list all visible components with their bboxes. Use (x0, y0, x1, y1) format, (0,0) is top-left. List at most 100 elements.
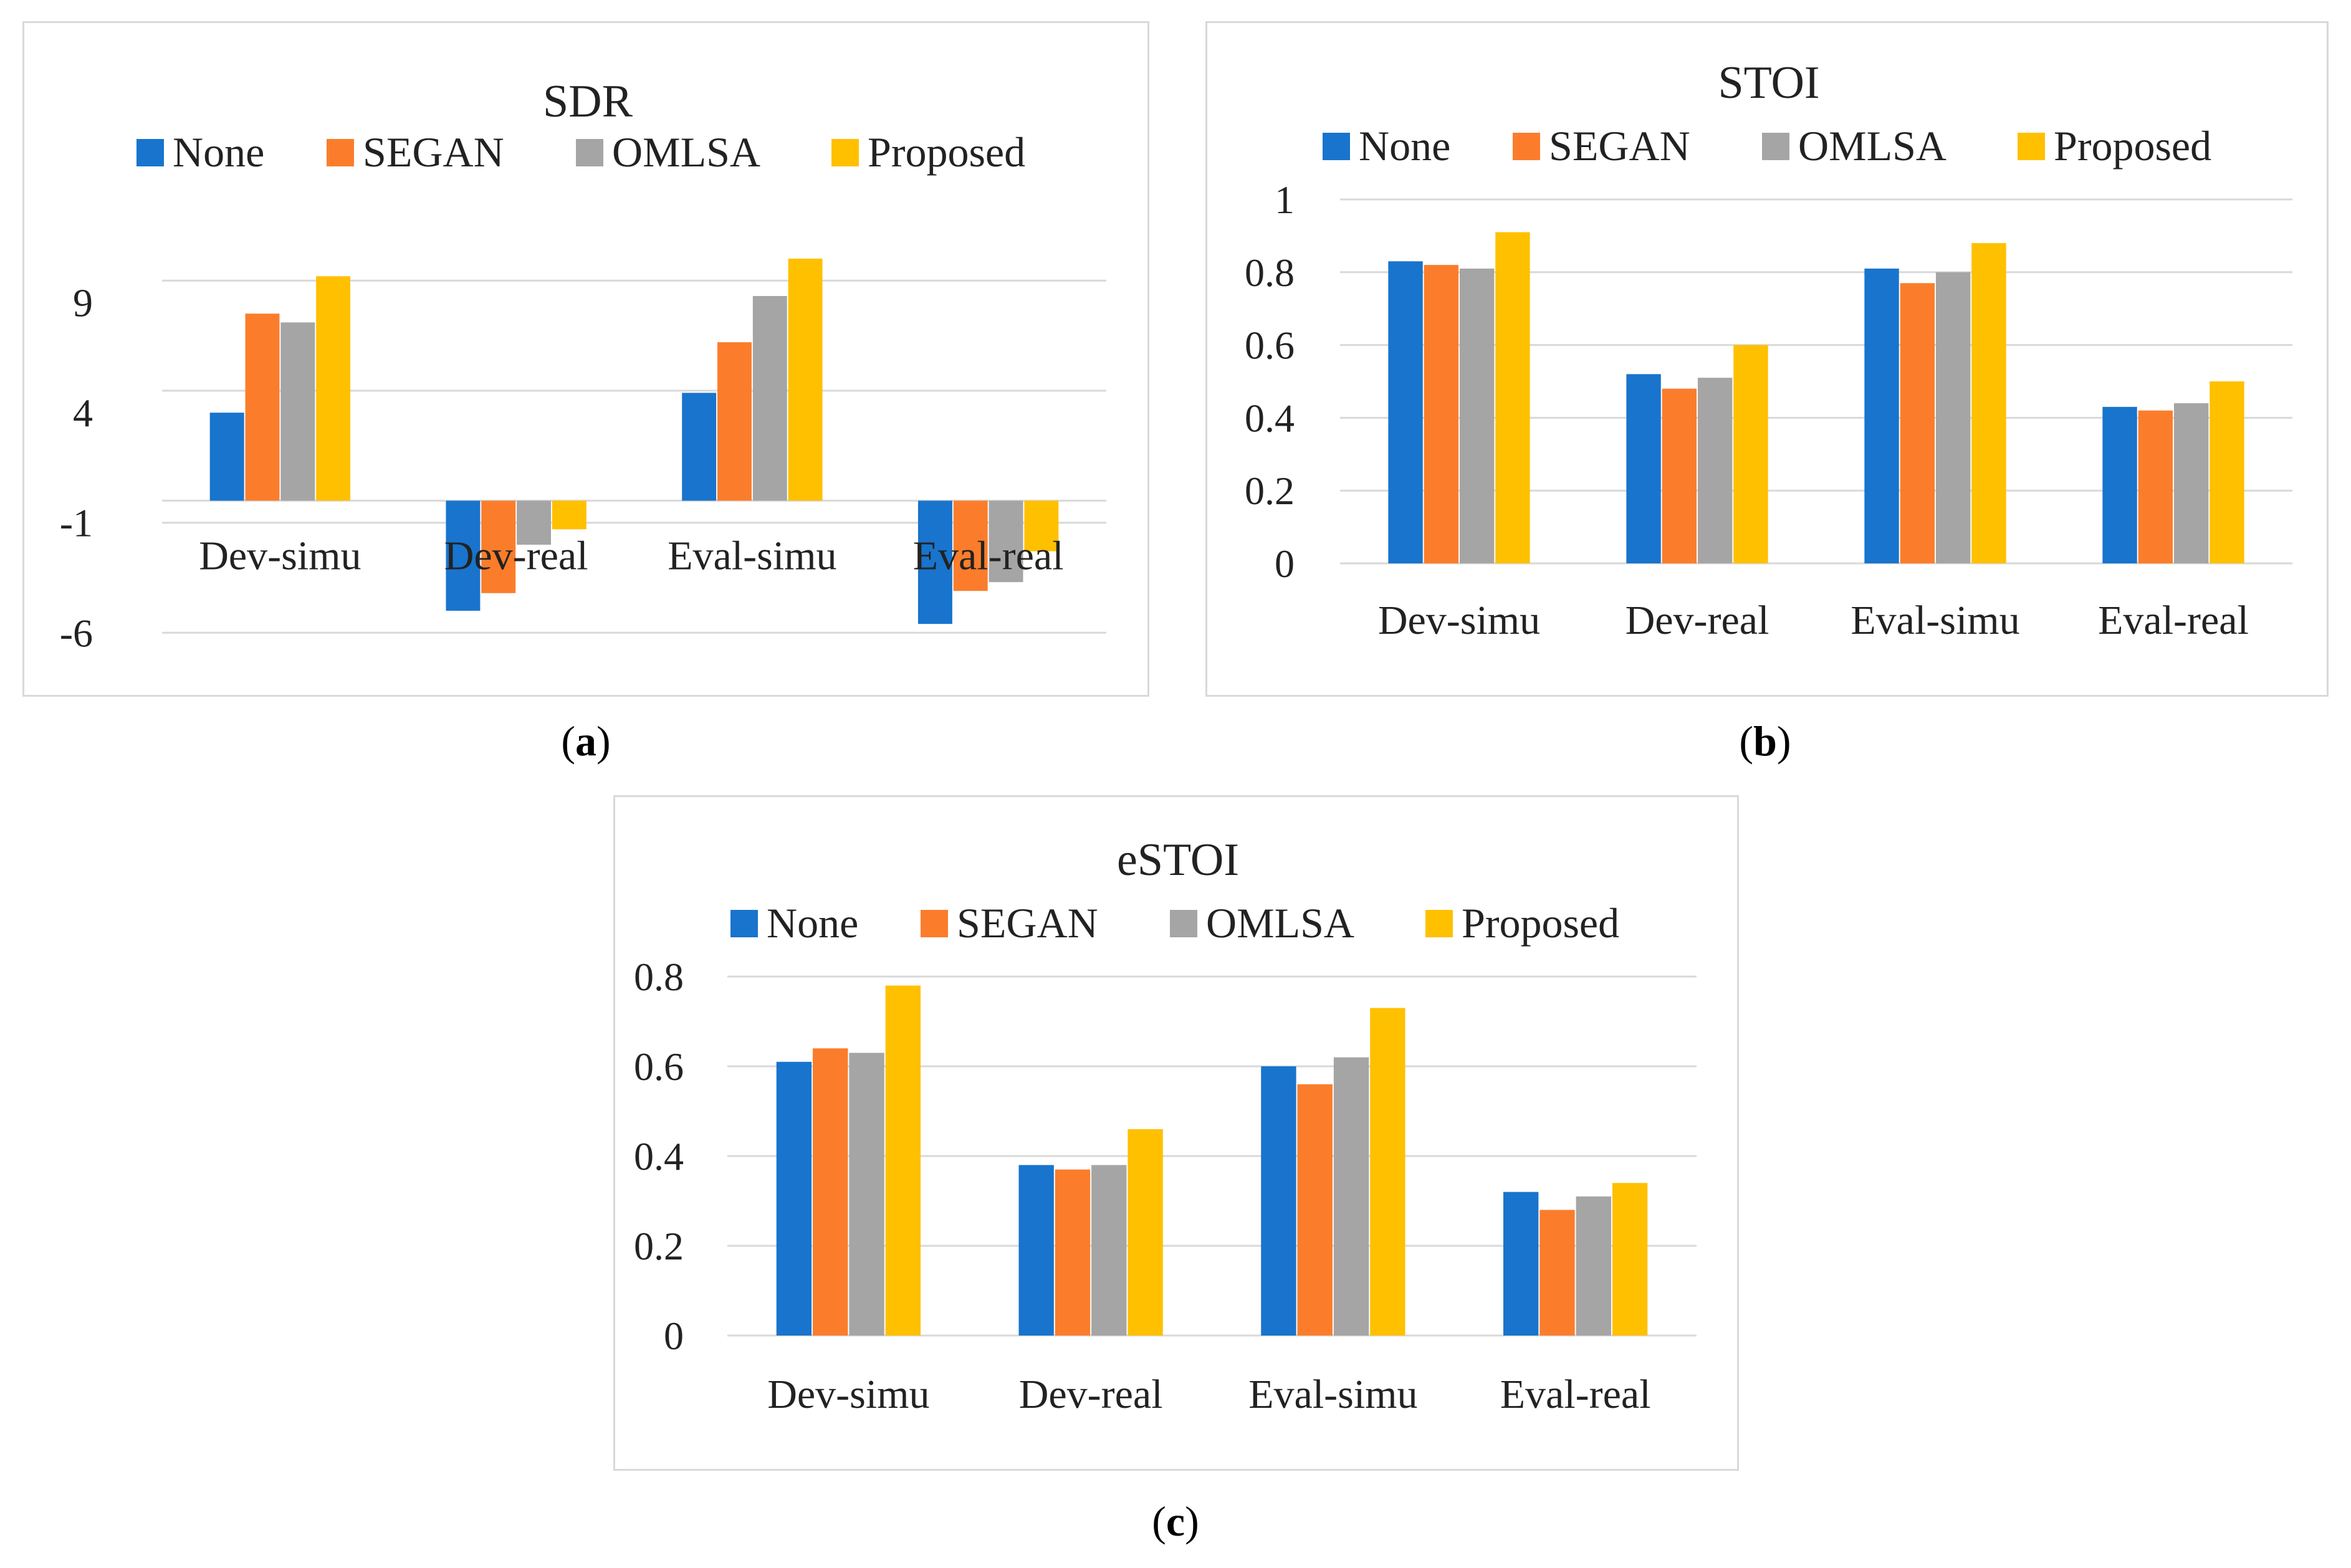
legend-swatch (921, 910, 948, 937)
bar-omlsa-eval-real (2173, 403, 2209, 563)
category-label: Eval-real (913, 533, 1064, 579)
y-tick-label: 0.6 (634, 1045, 684, 1089)
bar-proposed-dev-simu (885, 985, 921, 1336)
category-label: Eval-real (2098, 598, 2249, 643)
y-tick-label: 0.6 (1245, 323, 1295, 368)
legend-item-segan: SEGAN (327, 128, 504, 176)
legend-item-proposed: Proposed (1425, 899, 1619, 947)
chart-stoi: STOI None SEGAN OMLSA Proposed 0 0.2 0.4 0.6 0.8 1… (1245, 57, 2292, 643)
legend-item-segan: SEGAN (1513, 122, 1690, 170)
chart-sdr: SDR None SEGAN OMLSA Proposed 9 4 -1 -6 Dev-simu D… (60, 76, 1106, 655)
bar-segan-eval-real (953, 500, 988, 591)
bar-segan-eval-simu (1297, 1084, 1333, 1336)
bar-none-dev-real (1018, 1165, 1054, 1336)
y-tick-label: 0 (664, 1314, 684, 1358)
bar-omlsa-eval-simu (1333, 1057, 1369, 1336)
chart-title: STOI (1718, 57, 1819, 108)
legend-item-none: None (136, 128, 264, 176)
bar-segan-dev-simu (245, 313, 280, 501)
bar-proposed-eval-simu (1370, 1008, 1405, 1336)
bar-none-dev-real (446, 500, 481, 611)
chart-title: eSTOI (1117, 834, 1239, 886)
chart-title: SDR (543, 76, 633, 127)
bar-none-dev-real (1626, 374, 1661, 563)
legend-item-proposed: Proposed (2018, 122, 2211, 170)
legend-label: OMLSA (612, 128, 760, 176)
legend-item-proposed: Proposed (831, 128, 1025, 176)
category-label: Dev-real (1626, 598, 1769, 643)
caption-a-letter: a (575, 717, 596, 765)
legend-label: None (173, 128, 264, 176)
bar-omlsa-dev-real (1697, 378, 1733, 563)
caption-a: (a) (561, 717, 611, 765)
bar-proposed-dev-simu (316, 276, 351, 501)
chart-panel-sdr: SDR None SEGAN OMLSA Proposed 9 4 -1 -6 Dev-simu D… (22, 21, 1149, 697)
bar-proposed-eval-simu (1971, 243, 2006, 564)
bar-omlsa-dev-real (517, 500, 551, 545)
caption-b: (b) (1739, 717, 1791, 765)
bar-none-eval-simu (682, 393, 717, 501)
chart-panel-stoi: STOI None SEGAN OMLSA Proposed 0 0.2 0.4 0.6 0.8 1… (1205, 21, 2329, 697)
category-label: Eval-simu (1851, 598, 2019, 643)
legend-label: Proposed (2054, 122, 2211, 170)
category-label: Eval-simu (1248, 1372, 1417, 1417)
legend-swatch (730, 910, 758, 937)
category-label: Dev-simu (767, 1372, 929, 1417)
legend-item-omlsa: OMLSA (576, 128, 760, 176)
y-tick-label: 9 (73, 281, 93, 325)
bar-none-eval-simu (1261, 1066, 1296, 1336)
legend-label: SEGAN (363, 128, 504, 176)
bar-segan-dev-simu (1424, 265, 1459, 563)
legend-swatch (1170, 910, 1197, 937)
legend-label: OMLSA (1798, 122, 1946, 170)
legend-label: None (1359, 122, 1450, 170)
legend-item-none: None (1323, 122, 1450, 170)
legend-swatch (576, 139, 603, 166)
legend-item-segan: SEGAN (921, 899, 1098, 947)
y-tick-label: 0.2 (1245, 469, 1295, 513)
y-tick-label: -1 (60, 501, 93, 545)
chart-panel-estoi: eSTOI None SEGAN OMLSA Proposed 0 0.2 0.4 0.6 0.8… (613, 795, 1739, 1471)
bar-omlsa-dev-simu (849, 1053, 884, 1336)
category-label: Dev-simu (1378, 598, 1540, 643)
bar-segan-dev-simu (813, 1048, 848, 1336)
bar-proposed-eval-real (2210, 381, 2244, 563)
y-tick-label: 0.4 (634, 1134, 684, 1178)
bar-none-eval-real (2102, 406, 2137, 563)
y-tick-label: 0.2 (634, 1224, 684, 1268)
category-label: Dev-simu (199, 533, 361, 579)
legend-label: None (767, 899, 858, 947)
y-tick-label: -6 (60, 611, 93, 655)
bar-segan-dev-real (1662, 388, 1697, 563)
y-tick-label: 0.8 (1245, 251, 1295, 295)
bar-proposed-eval-real (1024, 500, 1059, 552)
bar-omlsa-eval-simu (752, 296, 787, 501)
bar-none-eval-real (1503, 1192, 1539, 1336)
y-tick-label: 0.4 (1245, 396, 1295, 440)
bar-proposed-dev-real (1733, 345, 1768, 563)
bar-omlsa-eval-real (989, 500, 1023, 583)
legend-swatch (831, 139, 859, 166)
bar-none-eval-real (917, 500, 952, 624)
bar-proposed-dev-real (552, 500, 587, 530)
bar-none-eval-simu (1864, 268, 1899, 563)
legend-swatch (1425, 910, 1453, 937)
bar-segan-eval-real (2138, 410, 2173, 563)
legend-item-none: None (730, 899, 858, 947)
bar-proposed-dev-real (1128, 1129, 1163, 1336)
legend-label: Proposed (868, 128, 1025, 176)
legend-label: SEGAN (1549, 122, 1690, 170)
legend-swatch (136, 139, 164, 166)
category-label: Dev-real (1019, 1372, 1163, 1417)
bar-segan-eval-real (1539, 1210, 1575, 1336)
y-tick-label: 4 (73, 391, 93, 435)
legend-item-omlsa: OMLSA (1762, 122, 1946, 170)
bar-none-dev-simu (209, 413, 244, 501)
bar-omlsa-eval-simu (1935, 272, 1971, 563)
bar-omlsa-dev-simu (280, 322, 315, 501)
caption-c: (c) (1152, 1498, 1199, 1545)
legend-label: Proposed (1462, 899, 1619, 947)
category-label: Eval-real (1500, 1372, 1651, 1417)
bar-none-dev-simu (776, 1061, 812, 1336)
bar-segan-eval-simu (1900, 283, 1935, 563)
